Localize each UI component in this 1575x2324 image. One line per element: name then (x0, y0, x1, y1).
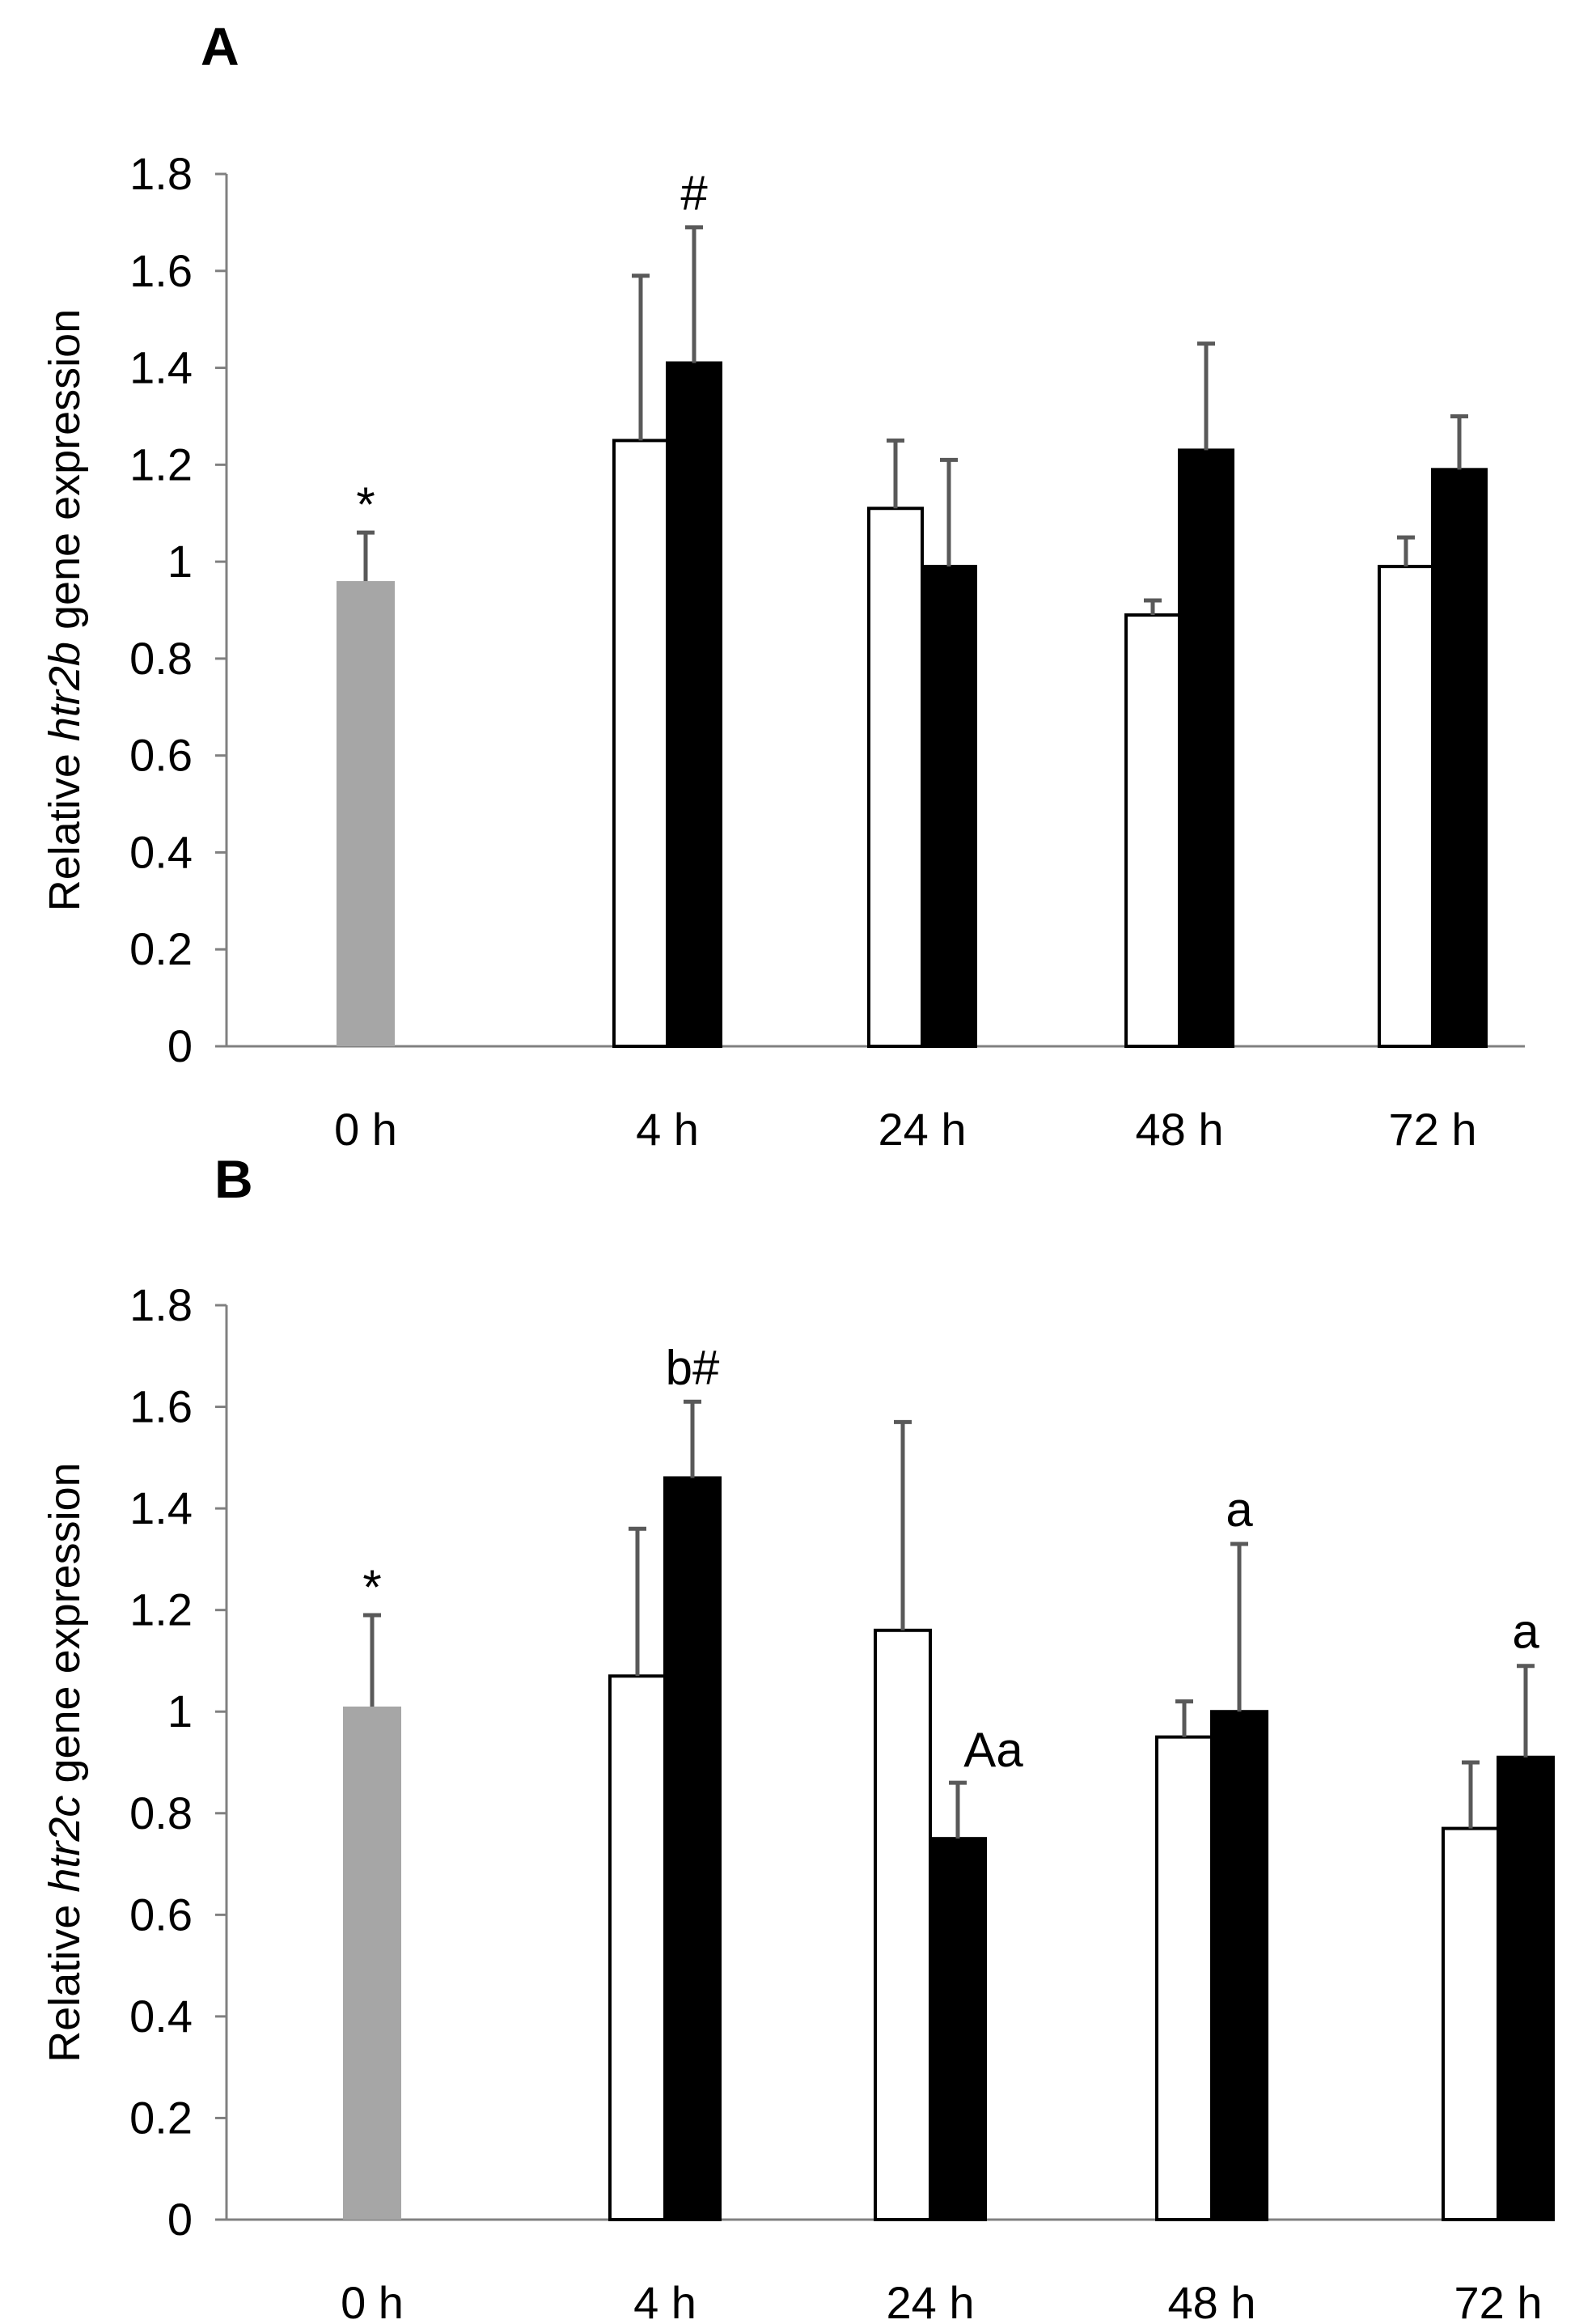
x-tick-label: 48 h (1168, 2277, 1256, 2324)
y-axis-label-suffix: gene expression (40, 309, 89, 642)
bar-group2 (929, 1837, 987, 2222)
y-tick-label: 0 (167, 2194, 193, 2245)
significance-label: * (362, 1560, 381, 1614)
bar-group2 (666, 361, 722, 1049)
significance-label: * (356, 477, 375, 532)
y-tick-label: 1.2 (129, 1584, 193, 1635)
bar-group1 (1378, 565, 1434, 1048)
y-tick-label: 1.2 (129, 439, 193, 490)
bar-baseline (337, 581, 395, 1046)
y-axis-label-gene: htr2c (40, 1796, 89, 1893)
y-tick-label: 0.2 (129, 2092, 193, 2143)
x-tick-label: 72 h (1454, 2277, 1543, 2324)
bar-group2 (1497, 1755, 1555, 2221)
y-tick-label: 0.8 (129, 1788, 193, 1838)
y-tick-label: 0.2 (129, 923, 193, 974)
x-tick-label: 4 h (633, 2277, 696, 2324)
y-axis-label-prefix: Relative (40, 741, 89, 911)
chart-panel-a: A 0 0.2 0.4 0.6 0.8 1 1.2 1.4 1.6 1.8 Relative htr2… (40, 16, 1525, 1155)
bar-group2 (1431, 468, 1488, 1048)
y-axis-label: Relative htr2b gene expression (40, 309, 89, 911)
bar-group2 (921, 565, 977, 1048)
y-tick-label: 1.8 (129, 1279, 193, 1330)
bar-group1 (1155, 1735, 1213, 2221)
x-tick-label: 48 h (1136, 1104, 1224, 1155)
y-axis-label-suffix: gene expression (40, 1462, 89, 1795)
y-tick-label: 0.4 (129, 826, 193, 877)
significance-label: a (1226, 1482, 1253, 1537)
y-tick-label: 0.6 (129, 730, 193, 781)
bar-group1 (612, 439, 669, 1048)
panel-letter: B (214, 1149, 253, 1209)
bar-group1 (867, 507, 924, 1048)
significance-label: b# (666, 1340, 720, 1394)
y-axis-label: Relative htr2c gene expression (40, 1462, 89, 2062)
y-tick-label: 1.6 (129, 1381, 193, 1432)
y-tick-label: 0.4 (129, 1991, 193, 2042)
y-axis-label-prefix: Relative (40, 1893, 89, 2063)
bar-group2 (663, 1476, 722, 2221)
y-tick-label: 1.6 (129, 245, 193, 296)
y-tick-label: 1 (167, 1686, 193, 1737)
bar-group1 (1124, 613, 1181, 1048)
chart-panel-b: B 0 0.2 0.4 0.6 0.8 1 1.2 1.4 1.6 1.8 Relative htr2… (40, 1149, 1555, 2324)
significance-label: Aa (963, 1723, 1023, 1777)
bar-group2 (1210, 1710, 1268, 2221)
y-axis-label-gene: htr2b (40, 642, 89, 741)
bar-group1 (608, 1674, 667, 2222)
x-tick-label: 24 h (887, 2277, 975, 2324)
panel-letter: A (201, 16, 239, 76)
y-tick-label: 1.4 (129, 1482, 193, 1533)
bar-group2 (1178, 448, 1234, 1048)
bar-group1 (1442, 1826, 1500, 2221)
significance-label: # (680, 166, 708, 220)
x-tick-label: 0 h (341, 2277, 404, 2324)
x-tick-label: 72 h (1389, 1104, 1477, 1155)
y-tick-label: 1 (167, 536, 193, 587)
y-tick-label: 0 (167, 1020, 193, 1071)
y-tick-label: 0.8 (129, 633, 193, 684)
x-tick-label: 4 h (636, 1104, 699, 1155)
y-tick-label: 1.4 (129, 342, 193, 393)
bar-group1 (874, 1628, 932, 2222)
bar-baseline (343, 1706, 401, 2220)
y-tick-label: 1.8 (129, 148, 193, 199)
significance-label: a (1512, 1605, 1539, 1659)
y-tick-label: 0.6 (129, 1889, 193, 1940)
x-tick-label: 24 h (879, 1104, 967, 1155)
x-tick-label: 0 h (334, 1104, 397, 1155)
